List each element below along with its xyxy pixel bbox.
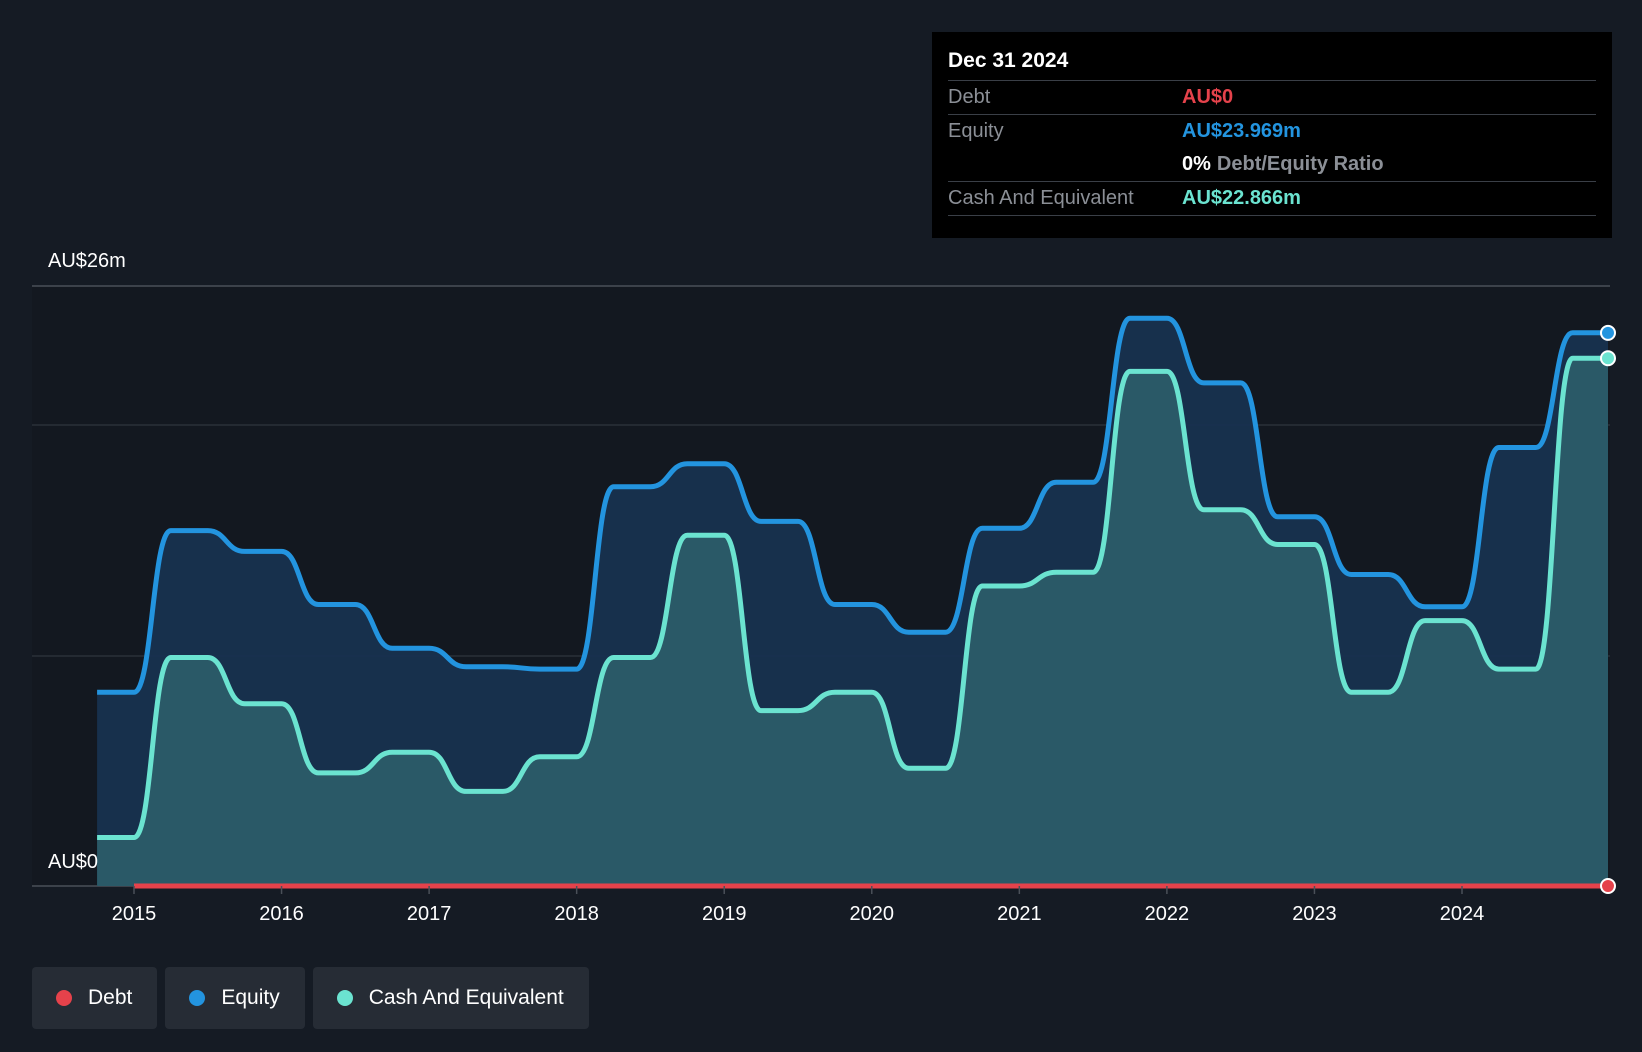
tooltip-ratio-row: 0% Debt/Equity Ratio xyxy=(948,148,1596,182)
x-axis: 2015 2016 2017 2018 2019 2020 2021 2022 2023 2024 xyxy=(112,886,1485,925)
equity-legend[interactable]: Equity xyxy=(165,967,305,1029)
tooltip-equity-value: AU$23.969m xyxy=(1182,120,1301,142)
cash-area xyxy=(97,358,1609,886)
cash-series-line xyxy=(97,355,1608,841)
equity-dot-icon xyxy=(189,990,206,1006)
cash-end-point[interactable] xyxy=(1600,350,1616,367)
tooltip-debt-label: Debt xyxy=(948,86,991,108)
tooltip: Dec 31 2024 Debt AU$0 Equity AU$23.969m … xyxy=(932,32,1612,238)
tooltip-equity-row: Equity AU$23.969m xyxy=(948,115,1596,148)
tooltip-debt-value: AU$0 xyxy=(1182,86,1234,108)
x-tick-label: 2017 xyxy=(407,903,452,925)
equity-end-point[interactable] xyxy=(1600,324,1616,341)
x-tick-label: 2022 xyxy=(1145,903,1190,925)
x-tick-label: 2021 xyxy=(997,903,1042,925)
legend-label: Cash And Equivalent xyxy=(368,986,564,1009)
x-tick-label: 2024 xyxy=(1440,903,1485,925)
x-tick-label: 2019 xyxy=(702,903,747,925)
debt-end-point[interactable] xyxy=(1600,878,1616,894)
cash-legend[interactable]: Cash And Equivalent xyxy=(312,967,589,1029)
tooltip-cash-label: Cash And Equivalent xyxy=(948,187,1134,209)
x-tick-label: 2015 xyxy=(112,903,157,925)
tooltip-debt-row: Debt AU$0 xyxy=(948,81,1596,115)
cash-dot-icon xyxy=(336,990,353,1006)
x-tick-label: 2020 xyxy=(850,903,895,925)
y-axis-top-label: AU$26m xyxy=(48,250,126,272)
equity-series-line xyxy=(97,315,1608,695)
x-tick-label: 2018 xyxy=(554,903,599,925)
x-tick-label: 2023 xyxy=(1292,903,1337,925)
x-tick-label: 2016 xyxy=(259,903,304,925)
legend-label: Debt xyxy=(88,986,133,1009)
tooltip-ratio-value: 0% xyxy=(1182,153,1211,175)
debt-legend[interactable]: Debt xyxy=(32,967,158,1029)
debt-dot-icon xyxy=(56,990,72,1006)
tooltip-cash-value: AU$22.866m xyxy=(1182,187,1301,209)
legend: Debt Equity Cash And Equivalent xyxy=(32,967,597,1029)
tooltip-ratio-label: Debt/Equity Ratio xyxy=(1216,153,1384,175)
y-axis-bottom-label: AU$0 xyxy=(48,851,99,873)
tooltip-equity-label: Equity xyxy=(948,120,1004,142)
tooltip-date: Dec 31 2024 xyxy=(948,46,1596,81)
legend-label: Equity xyxy=(221,986,280,1009)
tooltip-cash-row: Cash And Equivalent AU$22.866m xyxy=(948,182,1596,216)
